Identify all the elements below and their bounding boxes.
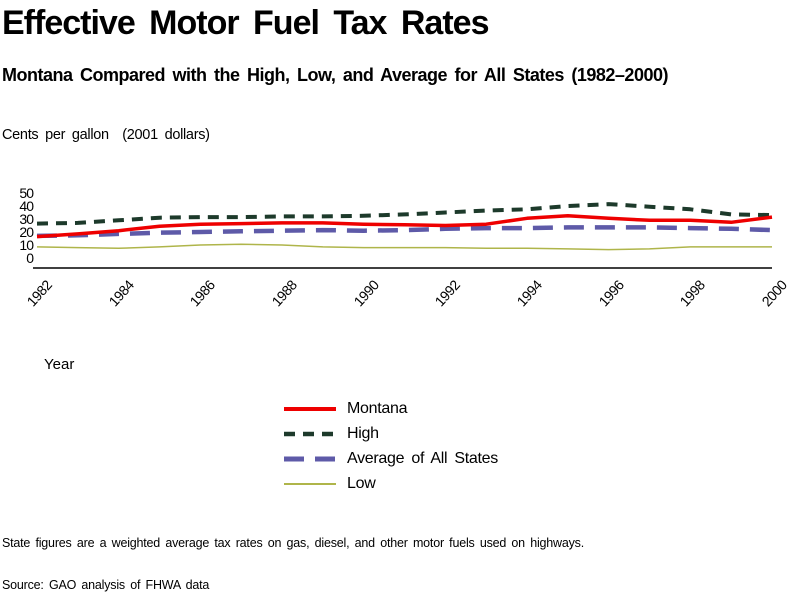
legend-label: Montana [347,399,408,417]
x-tick-label: 2000 [758,277,790,310]
page-title: Effective Motor Fuel Tax Rates [2,4,489,42]
source-text: Source: GAO analysis of FHWA data [2,578,210,592]
legend-line-sample [284,456,336,461]
x-tick-label: 1998 [676,277,709,310]
y-tick-label: 0 [26,249,34,266]
y-axis-unit-label: Cents per gallon (2001 dollars) [2,127,210,143]
legend-line-sample [284,482,336,485]
y-tick-label: 20 [19,223,34,240]
y-tick-label: 10 [19,236,34,253]
legend-item-montana: Montana [284,396,498,421]
y-tick-label: 40 [19,197,34,214]
footnote-text: State figures are a weighted average tax… [2,536,584,550]
y-tick-label: 50 [19,184,34,201]
legend-item-low: Low [284,471,498,496]
legend-line-sample [284,431,336,436]
series-line-montana [36,214,773,239]
x-tick-label: 1984 [105,277,137,310]
legend-item-average-of-all-states: Average of All States [284,446,498,471]
x-axis-title: Year [44,356,75,373]
legend-line-sample [284,406,336,411]
page-subtitle: Montana Compared with the High, Low, and… [2,65,668,85]
legend-label: Low [347,474,376,492]
x-tick-label: 1992 [431,277,464,310]
x-tick-label: 1996 [595,277,627,310]
x-tick-label: 1988 [268,277,300,310]
series-line-average-of-all-states [36,225,773,239]
x-tick-label: 1982 [23,277,55,310]
legend-item-high: High [284,421,498,446]
x-tick-label: 1994 [513,277,545,310]
series-line-high [36,202,773,226]
x-tick-label: 1986 [186,277,219,310]
legend-label: High [347,424,379,442]
y-tick-label: 30 [19,210,34,227]
series-line-low [36,243,772,251]
chart-legend: Montana High Average of All States Low [284,396,498,496]
legend-label: Average of All States [347,449,498,467]
x-tick-label: 1990 [350,277,382,310]
